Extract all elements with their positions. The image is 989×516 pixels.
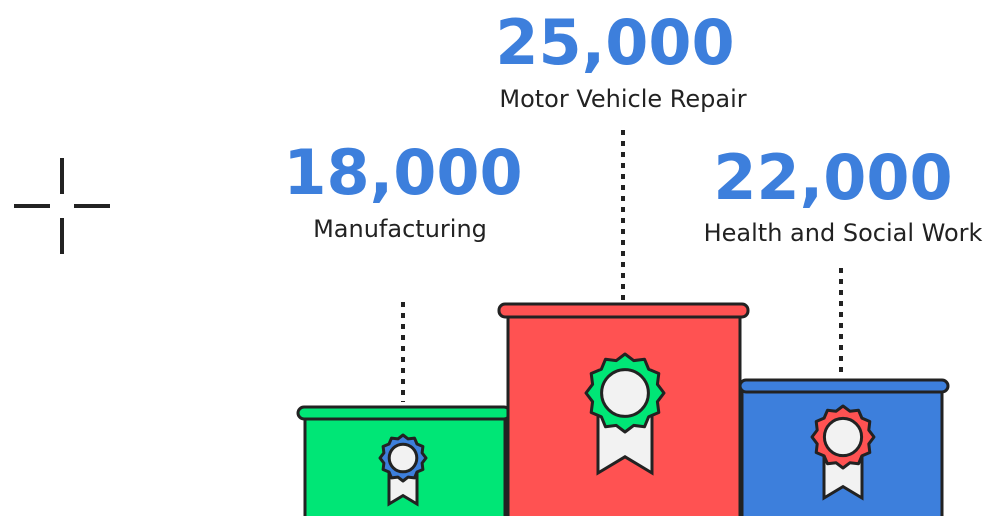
medal-center: [600, 368, 650, 418]
item-label: Health and Social Work: [704, 219, 983, 247]
item-value: 25,000: [495, 6, 734, 79]
medal-center: [822, 416, 864, 458]
item-value: 18,000: [283, 136, 522, 209]
item-label: Manufacturing: [313, 215, 487, 243]
crosshair-icon: [14, 158, 110, 254]
item-label: Motor Vehicle Repair: [499, 85, 746, 113]
medals: [378, 352, 876, 507]
medal-center: [387, 442, 419, 474]
item-value: 22,000: [713, 141, 952, 214]
